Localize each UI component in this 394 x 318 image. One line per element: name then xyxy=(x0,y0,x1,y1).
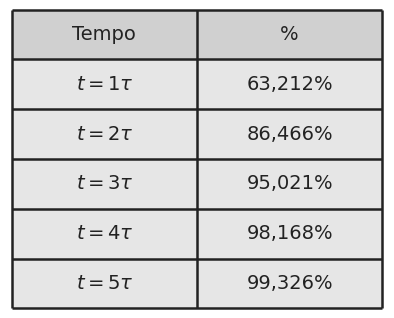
Text: 98,168%: 98,168% xyxy=(246,224,333,243)
Bar xyxy=(12,109,197,159)
Text: Tempo: Tempo xyxy=(72,25,136,44)
Bar xyxy=(197,209,382,259)
Bar xyxy=(12,159,197,209)
Text: $t = 2\tau$: $t = 2\tau$ xyxy=(76,125,133,144)
Bar xyxy=(12,209,197,259)
Bar xyxy=(197,10,382,59)
Bar xyxy=(197,259,382,308)
Bar xyxy=(197,59,382,109)
Bar xyxy=(197,109,382,159)
Text: 86,466%: 86,466% xyxy=(246,125,333,144)
Text: 63,212%: 63,212% xyxy=(246,75,333,94)
Text: %: % xyxy=(280,25,299,44)
Bar xyxy=(12,59,197,109)
Text: 99,326%: 99,326% xyxy=(246,274,333,293)
Text: $t = 5\tau$: $t = 5\tau$ xyxy=(76,274,133,293)
Text: $t = 1\tau$: $t = 1\tau$ xyxy=(76,75,133,94)
Bar xyxy=(12,259,197,308)
Text: $t = 4\tau$: $t = 4\tau$ xyxy=(76,224,133,243)
Bar xyxy=(197,159,382,209)
Text: $t = 3\tau$: $t = 3\tau$ xyxy=(76,174,133,193)
Bar xyxy=(12,10,197,59)
Text: 95,021%: 95,021% xyxy=(246,174,333,193)
